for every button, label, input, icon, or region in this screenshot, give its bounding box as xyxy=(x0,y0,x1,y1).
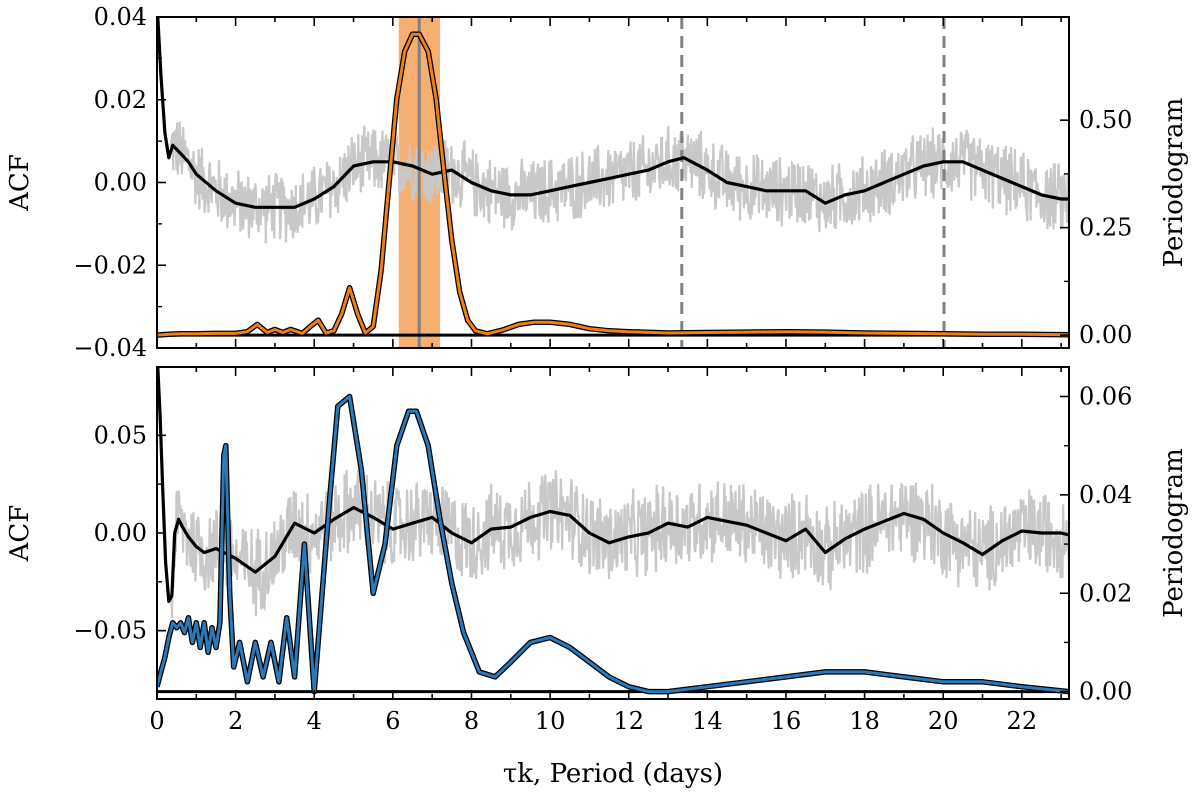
y-right-tick-label: 0.00 xyxy=(1079,321,1132,349)
y-right-tick-label: 0.00 xyxy=(1079,678,1132,706)
y-left-tick-label: 0.04 xyxy=(94,3,147,31)
x-tick-label: 6 xyxy=(385,707,400,735)
x-tick-label: 0 xyxy=(149,707,164,735)
x-tick-label: 16 xyxy=(771,707,802,735)
panel-top: −0.04 −0.02 0.00 0.02 0.04 0.00 0.25 0.50 ACF Per… xyxy=(5,3,1189,362)
y-right-axis-title: Periodogram xyxy=(1159,448,1189,618)
x-tick-label: 22 xyxy=(1007,707,1038,735)
y-right-tick-label: 0.06 xyxy=(1079,383,1132,411)
x-tick-label: 10 xyxy=(535,707,566,735)
y-right-tick-label: 0.25 xyxy=(1079,214,1132,242)
y-left-tick-label: 0.02 xyxy=(94,86,147,114)
y-left-axis-title: ACF xyxy=(5,505,35,563)
periodogram-line xyxy=(157,32,1069,337)
raw-acf-line xyxy=(157,17,1069,244)
plot-area xyxy=(157,367,1069,695)
y-right-tick-label: 0.04 xyxy=(1079,481,1132,509)
x-tick-label: 8 xyxy=(464,707,479,735)
x-axis-title: τk, Period (days) xyxy=(503,759,723,789)
panel-bottom: 0 2 4 6 8 10 12 14 16 18 20 22 τk, Period (days) −0.0… xyxy=(5,366,1189,789)
y-left-axis-title: ACF xyxy=(5,154,35,212)
y-left-tick-label: −0.04 xyxy=(73,334,147,362)
smoothed-acf-line xyxy=(157,367,1069,603)
y-right-tick-label: 0.02 xyxy=(1079,579,1132,607)
x-tick-label: 12 xyxy=(613,707,644,735)
raw-acf-line xyxy=(157,367,1069,618)
x-tick-label: 14 xyxy=(692,707,723,735)
periodogram-line xyxy=(157,395,1069,694)
x-tick-label: 4 xyxy=(307,707,322,735)
y-right-tick-label: 0.50 xyxy=(1079,106,1132,134)
smoothed-acf-line xyxy=(157,17,1069,209)
x-tick-label: 20 xyxy=(928,707,959,735)
y-right-axis-title: Periodogram xyxy=(1159,98,1189,268)
y-left-tick-label: −0.02 xyxy=(73,251,147,279)
plot-area xyxy=(157,17,1069,348)
x-tick-label: 2 xyxy=(228,707,243,735)
y-left-tick-label: 0.00 xyxy=(94,519,147,547)
x-tick-label: 18 xyxy=(849,707,880,735)
y-left-tick-label: −0.05 xyxy=(73,617,147,645)
y-left-tick-label: 0.00 xyxy=(94,169,147,197)
y-left-tick-label: 0.05 xyxy=(94,421,147,449)
